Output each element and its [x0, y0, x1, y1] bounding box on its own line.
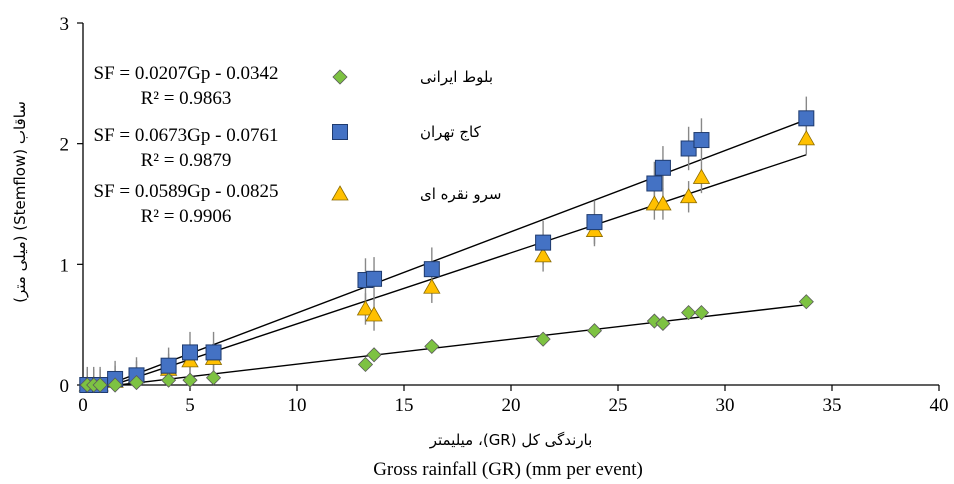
data-point-series-3 — [534, 247, 552, 263]
data-point-series-3 — [679, 187, 698, 204]
data-point-series-2 — [160, 357, 177, 374]
trendline-series-1 — [118, 304, 807, 386]
y-tick-label: 0 — [60, 376, 70, 397]
x-tick-label: 35 — [823, 395, 842, 416]
data-point-series-3 — [365, 306, 383, 322]
x-axis-label-persian: بارندگی کل (GR)، میلیمتر — [429, 431, 593, 449]
data-point-series-1 — [655, 315, 671, 332]
x-tick-label: 25 — [609, 395, 628, 416]
data-point-series-2 — [798, 110, 815, 127]
data-point-series-2 — [680, 140, 697, 157]
legend: SF = 0.0207Gp - 0.0342 R² = 0.9863 بلوط ای… — [94, 63, 502, 227]
data-point-series-1 — [92, 377, 108, 393]
data-point-series-1 — [366, 347, 382, 363]
x-tick-label: 5 — [185, 395, 195, 416]
trendline-series-2 — [106, 119, 807, 386]
data-point-series-1 — [161, 372, 177, 388]
data-point-series-2 — [693, 132, 710, 149]
data-point-series-2 — [654, 159, 671, 176]
equation-label: SF = 0.0673Gp - 0.0761 — [94, 125, 279, 146]
data-point-series-1 — [586, 323, 603, 339]
r-squared-label: R² = 0.9879 — [141, 150, 232, 171]
data-point-series-1 — [424, 338, 440, 354]
x-tick-label: 20 — [502, 395, 521, 416]
x-tick-label: 0 — [78, 395, 88, 416]
data-point-series-2 — [423, 261, 440, 278]
axes: 0 5 10 15 20 25 30 35 40 0 1 2 3 — [60, 14, 949, 416]
x-tick-label: 40 — [930, 395, 949, 416]
x-tick-label: 15 — [395, 395, 414, 416]
data-point-series-1 — [357, 356, 374, 373]
data-point-series-1 — [107, 377, 123, 393]
data-point-series-1 — [798, 294, 814, 310]
y-tick-label: 2 — [60, 135, 70, 156]
data-point-series-3 — [654, 195, 672, 211]
data-point-series-3 — [356, 300, 375, 316]
data-point-series-1 — [693, 305, 710, 321]
legend-marker-series-3 — [331, 185, 349, 201]
legend-entry-label: بلوط ایرانی — [420, 68, 493, 86]
data-points — [78, 110, 816, 393]
data-point-series-1 — [205, 370, 222, 386]
equation-label: SF = 0.0589Gp - 0.0825 — [94, 181, 279, 202]
data-point-series-1 — [535, 331, 551, 347]
legend-marker-series-1 — [332, 69, 348, 85]
r-squared-label: R² = 0.9906 — [141, 206, 232, 227]
y-tick-label: 3 — [60, 14, 70, 35]
data-point-series-2 — [646, 175, 663, 192]
legend-entry-label: سرو نقره ای — [420, 185, 501, 203]
data-point-series-1 — [182, 372, 198, 388]
data-point-series-2 — [535, 234, 552, 251]
y-axis-label: ساقاب (Stemflow) (میلی متر) — [11, 101, 29, 303]
data-point-series-2 — [366, 270, 383, 287]
data-point-series-2 — [182, 344, 198, 361]
data-point-series-3 — [423, 278, 441, 294]
data-point-series-1 — [128, 375, 145, 391]
x-axis-label-english: Gross rainfall (GR) (mm per event) — [373, 459, 643, 480]
legend-marker-series-2 — [332, 124, 348, 140]
r-squared-label: R² = 0.9863 — [141, 88, 232, 109]
x-tick-label: 10 — [288, 395, 307, 416]
equation-label: SF = 0.0207Gp - 0.0342 — [94, 63, 279, 84]
data-point-series-2 — [205, 344, 222, 361]
data-point-series-3 — [692, 168, 711, 184]
data-point-series-1 — [681, 305, 697, 321]
legend-entry-label: کاج تهران — [420, 123, 482, 142]
x-tick-label: 30 — [716, 395, 735, 416]
y-tick-label: 1 — [60, 255, 70, 276]
axis-labels: بارندگی کل (GR)، میلیمتر Gross rainfall … — [11, 101, 643, 480]
data-point-series-3 — [797, 130, 816, 146]
data-point-series-2 — [586, 214, 603, 231]
